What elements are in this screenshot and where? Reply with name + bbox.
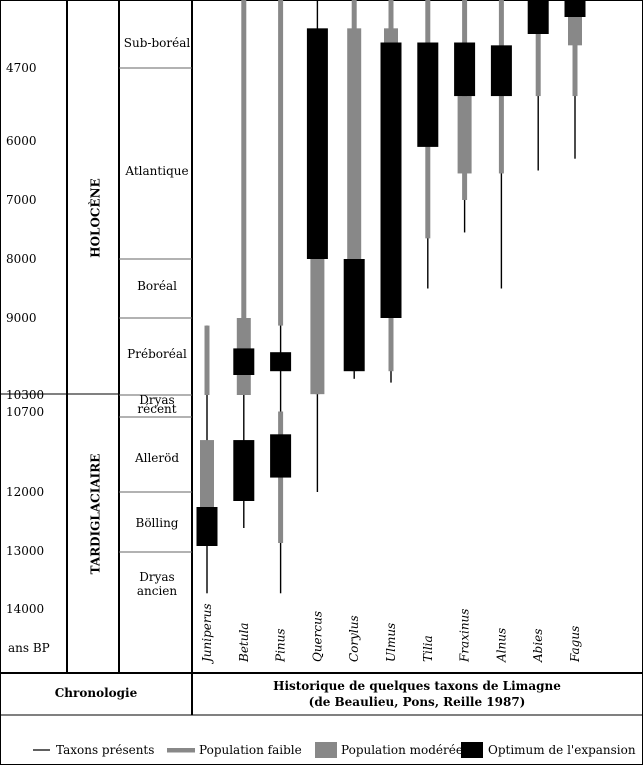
legend-faible-swatch	[167, 748, 195, 753]
corylus-moderee-0	[347, 28, 362, 260]
fagus-optimum-0	[564, 0, 586, 17]
pinus-optimum-0	[270, 434, 292, 478]
period-atlantique: Atlantique	[124, 164, 188, 178]
taxa-name-labels: Juniperus Betula Pinus Quercus Corylus Ulmus T…	[200, 603, 582, 665]
taxon-label-pinus: Pinus	[274, 628, 288, 663]
time-tick-10300: 10300	[6, 388, 44, 402]
taxon-betula	[233, 0, 255, 528]
chronologie-header: Chronologie	[55, 686, 138, 700]
fraxinus-optimum-0	[454, 42, 476, 97]
taxon-fraxinus	[454, 0, 476, 233]
abies-optimum-0	[527, 0, 549, 34]
ulmus-optimum-0	[380, 42, 402, 318]
period-dryas-ancien: Dryas ancien	[137, 570, 178, 598]
legend-present-label: Taxons présents	[56, 743, 154, 757]
time-tick-6000: 6000	[6, 134, 37, 148]
fagus-moderee-0	[568, 17, 582, 46]
legend-faible-label: Population faible	[199, 743, 302, 757]
alnus-optimum-0	[490, 45, 512, 97]
taxon-corylus	[343, 0, 365, 379]
period-bolling: Bölling	[136, 516, 179, 530]
taxon-quercus	[306, 0, 328, 492]
chart-title: Historique de quelques taxons de Limagne	[273, 679, 561, 693]
legend-optimum-swatch	[461, 742, 483, 758]
time-tick-labels: 4700 6000 7000 8000 9000 10300 10700 12000 13000…	[6, 61, 44, 616]
pinus-optimum-1	[270, 352, 292, 372]
legend-optimum-label: Optimum de l'expansion	[488, 743, 636, 757]
unit-label: ans BP	[8, 641, 50, 655]
era-tardiglaciaire: TARDIGLACIAIRE	[89, 454, 103, 575]
time-tick-10700: 10700	[6, 405, 44, 419]
fagus-faible-0	[572, 0, 578, 97]
taxon-label-juniperus: Juniperus	[200, 603, 214, 665]
period-boreal: Boréal	[137, 279, 177, 293]
period-dryas-recent: Dryas récent	[137, 393, 176, 416]
fraxinus-moderee-0	[457, 96, 472, 174]
taxon-fagus	[564, 0, 586, 159]
juniperus-faible-0	[204, 325, 210, 395]
corylus-optimum-0	[343, 259, 365, 372]
taxon-pinus	[270, 0, 292, 594]
taxon-ulmus	[380, 0, 402, 383]
betula-optimum-1	[233, 348, 255, 375]
taxon-label-ulmus: Ulmus	[384, 623, 398, 662]
legend-moderee-swatch	[315, 742, 337, 758]
taxon-tilia	[417, 0, 439, 289]
era-holocene: HOLOCÈNE	[88, 178, 103, 258]
time-tick-9000: 9000	[6, 311, 37, 325]
legend: Taxons présents Population faible Popula…	[33, 742, 636, 758]
time-tick-13000: 13000	[6, 544, 44, 558]
taxon-label-alnus: Alnus	[494, 628, 508, 663]
abies-faible-0	[535, 0, 541, 97]
taxon-label-corylus: Corylus	[347, 615, 361, 662]
betula-optimum-0	[233, 440, 255, 501]
era-labels: HOLOCÈNE TARDIGLACIAIRE	[88, 178, 103, 574]
taxon-juniperus	[196, 325, 218, 594]
betula-faible-0	[241, 0, 247, 318]
time-tick-8000: 8000	[6, 252, 37, 266]
chart-subtitle: (de Beaulieu, Pons, Reille 1987)	[309, 695, 526, 709]
period-allerod: Alleröd	[134, 451, 179, 465]
quercus-optimum-0	[306, 28, 328, 260]
taxa-range-bars	[196, 0, 586, 594]
juniperus-optimum-0	[196, 507, 218, 546]
period-preboreal: Préboréal	[127, 347, 187, 361]
period-separator-lines	[119, 67, 192, 553]
taxon-alnus	[490, 0, 512, 289]
taxon-abies	[527, 0, 549, 171]
period-labels: Sub-boréal Atlantique Boréal Préboréal Dryas…	[124, 36, 191, 598]
taxon-label-tilia: Tilia	[421, 635, 435, 662]
taxon-label-fagus: Fagus	[568, 626, 582, 663]
tilia-optimum-0	[417, 42, 439, 147]
taxon-label-quercus: Quercus	[310, 611, 324, 662]
taxon-label-abies: Abies	[531, 629, 545, 663]
juniperus-moderee-0	[200, 440, 214, 522]
quercus-moderee-0	[310, 259, 325, 395]
time-tick-14000: 14000	[6, 602, 44, 616]
time-tick-12000: 12000	[6, 485, 44, 499]
time-tick-7000: 7000	[6, 193, 37, 207]
legend-moderee-label: Population modérée	[341, 743, 463, 757]
time-tick-4700: 4700	[6, 61, 37, 75]
period-sub-boreal: Sub-boréal	[124, 36, 191, 50]
taxon-label-fraxinus: Fraxinus	[458, 609, 472, 663]
taxon-label-betula: Betula	[237, 623, 251, 663]
pinus-faible-1	[278, 0, 284, 326]
